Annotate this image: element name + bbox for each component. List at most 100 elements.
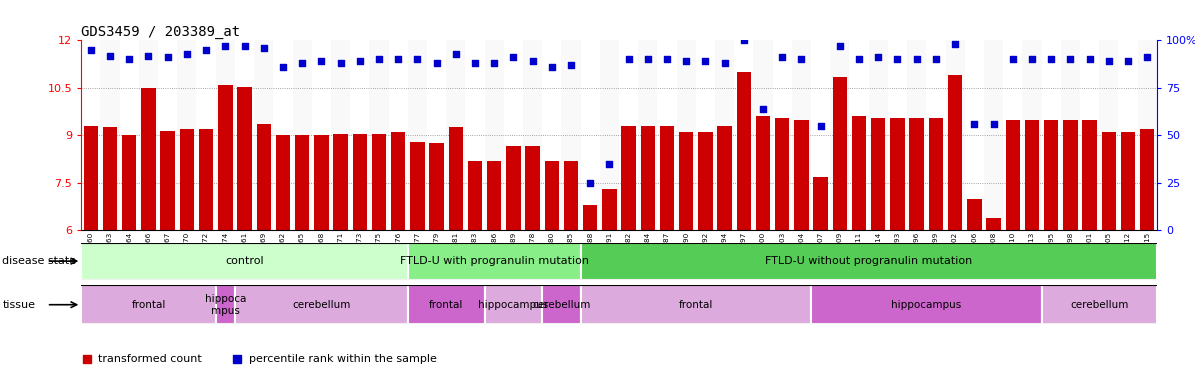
Bar [1044,119,1059,230]
Point [1080,56,1099,62]
Text: control: control [225,256,264,266]
Point [600,161,619,167]
Point [407,56,427,62]
Point [907,56,926,62]
Text: hippocampus: hippocampus [478,300,549,310]
Bar [407,243,581,280]
Bar [391,132,405,230]
Bar [1025,119,1040,230]
Point [1003,56,1022,62]
Point [427,60,446,66]
Bar [1121,132,1135,230]
Point [619,56,638,62]
Point [255,45,274,51]
Bar [448,127,462,230]
Bar [811,285,1042,324]
Bar [1138,40,1157,230]
Point [1042,56,1061,62]
Bar [907,40,926,230]
Bar [909,118,924,230]
Bar [983,40,1003,230]
Bar [833,77,847,230]
Bar [81,243,407,280]
Text: cerebellum: cerebellum [532,300,590,310]
Bar [407,40,427,230]
Point [388,56,407,62]
Bar [1005,119,1019,230]
Point [177,51,196,57]
Bar [602,189,617,230]
Bar [641,126,655,230]
Bar [257,124,271,230]
Point [715,60,734,66]
Point [1023,56,1042,62]
Bar [1102,132,1116,230]
Point [657,56,676,62]
Bar [776,118,790,230]
Bar [1042,285,1157,324]
Point [100,53,120,59]
Point [312,58,331,64]
Bar [1064,119,1078,230]
Bar [795,119,809,230]
Point [465,60,484,66]
Text: hippoca
mpus: hippoca mpus [204,294,246,316]
Text: disease state: disease state [2,256,76,266]
Bar [736,72,750,230]
Bar [717,126,731,230]
Bar [638,40,657,230]
Point [964,121,983,127]
Bar [814,177,828,230]
Point [369,56,388,62]
Point [504,55,523,61]
Bar [562,40,581,230]
Point [811,123,831,129]
Bar [179,129,194,230]
Bar [81,285,215,324]
Bar [679,132,693,230]
Bar [507,146,521,230]
Bar [967,199,981,230]
Point [831,43,850,49]
Text: GDS3459 / 203389_at: GDS3459 / 203389_at [81,25,240,39]
Point [485,60,504,66]
Point [888,56,907,62]
Point [773,55,792,61]
Bar [235,285,407,324]
Bar [564,161,578,230]
Point [983,121,1003,127]
Bar [753,40,773,230]
Bar [756,116,771,230]
Point [676,58,695,64]
Point [523,58,543,64]
Bar [581,285,811,324]
Bar [407,285,485,324]
Point [139,53,158,59]
Bar [103,127,117,230]
Point [1138,55,1157,61]
Bar [676,40,695,230]
Text: hippocampus: hippocampus [891,300,962,310]
Bar [215,40,235,230]
Text: frontal: frontal [429,300,464,310]
Point [196,47,215,53]
Text: FTLD-U without progranulin mutation: FTLD-U without progranulin mutation [765,256,973,266]
Point [638,56,657,62]
Bar [372,134,386,230]
Bar [715,40,734,230]
Point [120,56,139,62]
Point [869,55,888,61]
Bar [929,118,943,230]
Bar [1099,40,1119,230]
Bar [831,40,850,230]
Bar [122,136,136,230]
Point [695,58,715,64]
Bar [215,285,235,324]
Point [293,60,312,66]
Bar [410,142,424,230]
Point [581,180,600,186]
Bar [871,118,885,230]
Point [562,62,581,68]
Point [1061,56,1080,62]
Point [81,47,100,53]
